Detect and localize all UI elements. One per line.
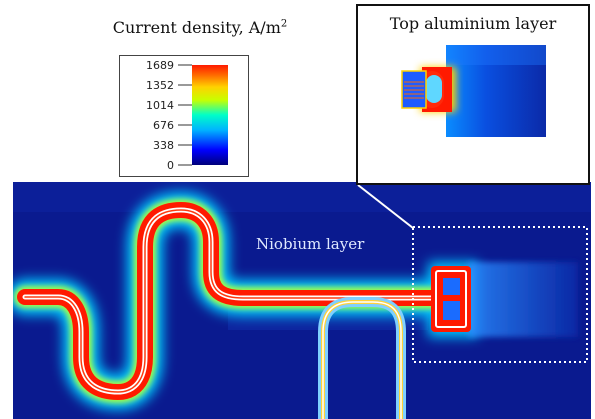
legend-title-exponent: 2 [280,18,288,30]
tick-label-1352: 1352 [146,79,174,92]
inset-region-marker [412,226,588,363]
legend-title-text: Current density, A/m [112,18,281,37]
legend-title: Current density, A/m2 [80,18,320,37]
pad-glow [468,262,578,337]
pad-ring [435,270,467,328]
aluminium-inset: Top aluminium layer [356,4,590,185]
colorbar-gradient [192,65,228,165]
tick-label-338: 338 [153,139,174,152]
colorbar-legend: 1689 1352 1014 676 338 0 [119,55,249,177]
tick-label-1689: 1689 [146,59,174,72]
field-band-top [13,182,591,212]
tick-label-1014: 1014 [146,99,174,112]
tick-label-676: 676 [153,119,174,132]
colorbar-svg: 1689 1352 1014 676 338 0 [146,59,228,172]
inset-title: Top aluminium layer [389,14,557,33]
niobium-field-map [13,182,591,419]
aluminium-pad [446,45,546,137]
aluminium-field-map [401,45,546,137]
niobium-layer-label: Niobium layer [256,235,365,253]
tick-label-0: 0 [167,159,174,172]
colorbar-ticks [178,64,192,166]
aluminium-contact-stripes [404,81,424,99]
